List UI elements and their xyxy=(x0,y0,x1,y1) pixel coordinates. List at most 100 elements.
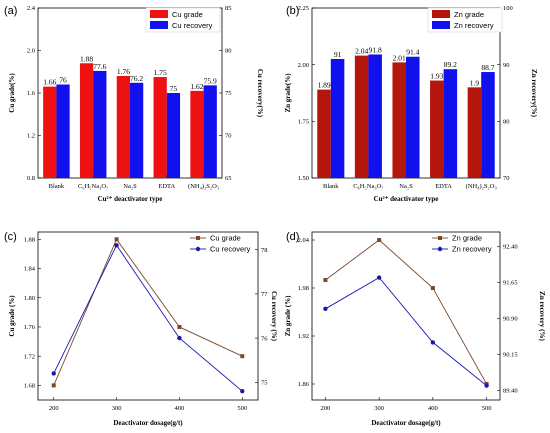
y2-tick-label: 85 xyxy=(225,5,232,12)
y-tick-label: 2.4 xyxy=(27,5,36,12)
point-cu-grade xyxy=(114,237,119,242)
data-label: 1.62 xyxy=(190,82,203,91)
point-cu-recovery xyxy=(240,388,245,394)
x-tick-label: 300 xyxy=(112,405,122,412)
data-label: 75 xyxy=(170,84,178,93)
y-tick-label: 1.72 xyxy=(24,353,35,360)
bar-cu-grade xyxy=(43,86,57,178)
y2-tick-label: 90.15 xyxy=(503,352,518,359)
panel-3: (c) 1.68 1.72 1.76 1.80 1.84 1.88 75 76 77 78 Cu gr… xyxy=(4,231,278,427)
legend-label: Zn recovery xyxy=(452,245,492,254)
legend-label: Zn grade xyxy=(454,10,484,19)
y2-axis-label: Cu recovery(%) xyxy=(256,69,264,118)
y2-tick-label: 80 xyxy=(503,119,510,126)
x-tick-label: Blank xyxy=(49,183,65,190)
line-cu-recovery xyxy=(53,244,243,392)
y2-axis-label: Zn recovery (%) xyxy=(538,291,546,341)
y2-tick-label: 78 xyxy=(261,247,268,254)
bar-cu-recovery xyxy=(166,93,181,178)
x-tick-label: 200 xyxy=(321,405,331,412)
point-cu-grade xyxy=(240,354,245,359)
legend-label: Cu recovery xyxy=(210,245,251,254)
data-label: 89.2 xyxy=(444,60,457,69)
y-tick-label: 1.88 xyxy=(24,237,35,244)
bar-cu-grade xyxy=(153,77,167,178)
data-label: 75.9 xyxy=(204,76,217,85)
x-tick-label: EDTA xyxy=(158,183,175,190)
y2-tick-label: 90.90 xyxy=(503,316,518,323)
y2-tick-label: 70 xyxy=(503,175,510,182)
line-zn-recovery xyxy=(325,277,487,386)
plot-frame xyxy=(37,231,259,401)
x-tick-label: 300 xyxy=(374,405,384,412)
y-tick-label: 0.8 xyxy=(27,175,35,182)
panel-4: (d) 1.86 1.92 1.98 2.04 89.40 90.15 90.90 91.65 9… xyxy=(284,231,546,427)
y-tick-label: 1.92 xyxy=(298,333,309,340)
x-axis-label: Cu²⁺ deactivator type xyxy=(98,195,163,203)
bar-zn-recovery xyxy=(406,56,420,178)
y-tick-label: 2.0 xyxy=(27,48,35,55)
x-tick-label: 400 xyxy=(428,405,438,412)
bar-cu-recovery xyxy=(130,82,144,178)
bar-cu-grade xyxy=(116,76,130,178)
data-label: 1.76 xyxy=(117,67,130,76)
point-cu-recovery xyxy=(114,243,119,248)
y-tick-label: 1.76 xyxy=(24,324,36,331)
y-axis-label: Zn grade(%) xyxy=(284,73,292,113)
point-zn-grade xyxy=(377,238,382,242)
data-label: 91.8 xyxy=(369,45,382,54)
legend-label: Cu grade xyxy=(172,10,203,19)
legend-marker xyxy=(437,246,443,252)
data-label: 76.2 xyxy=(130,74,143,83)
x-tick-label: C₆H₅Na₃O₇ xyxy=(353,183,383,190)
legend-swatch xyxy=(432,10,450,18)
data-label: 1.93 xyxy=(430,72,443,81)
data-label: 91 xyxy=(334,50,342,59)
legend-marker xyxy=(195,246,201,252)
x-tick-label: C₆H₅Na₃O₇ xyxy=(78,183,108,190)
y2-tick-label: 91.65 xyxy=(503,280,518,287)
legend-label: Cu recovery xyxy=(172,21,213,30)
bar-zn-grade xyxy=(430,80,444,178)
bar-zn-recovery xyxy=(330,59,345,178)
y2-tick-label: 90 xyxy=(503,62,510,69)
y2-tick-label: 76 xyxy=(261,335,268,342)
bar-cu-grade xyxy=(190,90,204,178)
line-zn-grade xyxy=(325,239,487,385)
line-cu-grade xyxy=(53,238,243,386)
y2-axis-label: Cu recovery (%) xyxy=(270,291,278,342)
y2-tick-label: 89.40 xyxy=(503,388,518,395)
y-tick-label: 2.04 xyxy=(298,237,310,244)
y2-tick-label: 92.40 xyxy=(503,244,518,251)
bar-zn-recovery xyxy=(368,54,382,178)
y2-axis-label: Zn recovery(%) xyxy=(530,69,538,118)
y-tick-label: 1.86 xyxy=(298,381,310,388)
y-tick-label: 1.6 xyxy=(27,90,36,97)
y-tick-label: 1.98 xyxy=(298,285,309,292)
data-label: 2.04 xyxy=(355,47,368,56)
bar-zn-recovery xyxy=(481,72,495,178)
x-tick-label: 400 xyxy=(175,405,185,412)
x-tick-label: (NH₄)₂S₂O₃ xyxy=(188,183,219,190)
point-zn-recovery xyxy=(430,340,436,345)
y-axis-label: Zn grade (%) xyxy=(284,295,292,337)
y2-tick-label: 75 xyxy=(225,90,232,97)
y2-tick-label: 75 xyxy=(261,380,268,387)
point-zn-grade xyxy=(430,286,435,290)
y-axis-label: Cu grade (%) xyxy=(8,295,16,337)
y2-tick-label: 100 xyxy=(503,5,513,12)
x-tick-label: 500 xyxy=(482,405,492,412)
point-cu-grade xyxy=(177,324,182,329)
bar-zn-grade xyxy=(317,89,331,178)
data-label: 1.9 xyxy=(470,78,480,87)
x-axis-label: Deactivator dosage(g/t) xyxy=(113,419,183,427)
legend-swatch xyxy=(150,10,168,18)
bar-cu-grade xyxy=(79,63,94,178)
legend-label: Cu grade xyxy=(210,234,241,243)
panel-label: (b) xyxy=(286,5,299,17)
data-label: 2.01 xyxy=(393,53,406,62)
point-cu-grade xyxy=(51,383,56,388)
panel-2: (b) 1.50 1.75 2.00 2.25 70 80 90 100 Zn grade(%) Z… xyxy=(284,5,538,203)
legend-swatch xyxy=(150,21,168,29)
